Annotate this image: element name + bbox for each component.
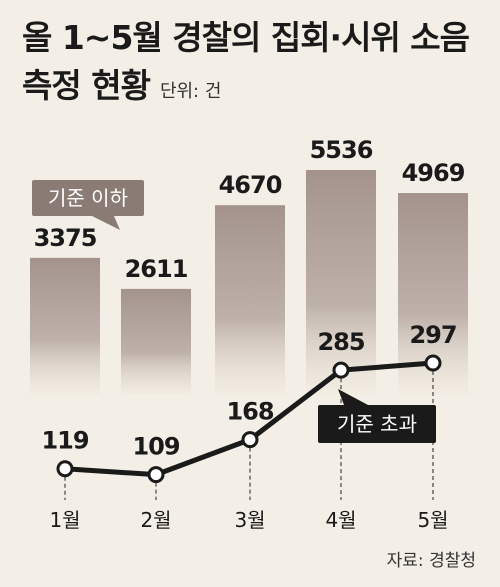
bar-callout-label: 기준 이하	[48, 186, 128, 210]
bar-callout-pointer	[92, 216, 120, 230]
bar	[121, 288, 191, 395]
x-tick-label: 1월	[49, 508, 80, 532]
x-tick-label: 3월	[234, 508, 265, 532]
line-point	[424, 354, 442, 372]
chart-title: 올 1~5월 경찰의 집회·시위 소음 측정 현황 단위: 건	[22, 14, 470, 116]
point-value-label: 297	[409, 321, 456, 349]
source-note: 자료: 경찰청	[386, 551, 476, 571]
point-value-label: 109	[132, 433, 179, 461]
line-point	[241, 431, 259, 449]
bar	[306, 170, 376, 395]
chart-title-line2: 측정 현황 단위: 건	[22, 62, 469, 116]
point-value-label: 285	[317, 328, 364, 356]
point-value-label: 119	[41, 427, 88, 455]
line-point	[147, 466, 165, 484]
bar-value-label: 3375	[34, 224, 97, 252]
bar-value-label: 5536	[310, 136, 373, 164]
bar-value-label: 2611	[125, 255, 188, 283]
line-callout-box	[318, 405, 436, 443]
x-axis-labels: 1월 2월 3월 4월 5월	[49, 508, 448, 532]
line-value-labels: 119 109 168 285 297	[41, 321, 457, 461]
x-tick-label: 5월	[417, 508, 448, 532]
line-callout-label: 기준 초과	[337, 412, 417, 436]
line-point	[332, 361, 350, 379]
line-callout-pointer	[338, 389, 368, 405]
bar-value-label: 4969	[402, 159, 465, 187]
bar-callout-box	[32, 180, 144, 216]
bar-value-label: 4670	[219, 171, 282, 199]
line-series	[56, 354, 442, 484]
x-tick-label: 4월	[325, 508, 356, 532]
bar	[215, 205, 285, 395]
unit-label: 단위: 건	[159, 81, 222, 102]
x-tick-label: 2월	[140, 508, 171, 532]
bar	[30, 257, 100, 395]
chart-title-line1: 올 1~5월 경찰의 집회·시위 소음	[22, 18, 470, 57]
bar-value-labels: 3375 2611 4670 5536 4969	[34, 136, 466, 283]
point-value-label: 168	[226, 398, 273, 426]
chart-title-line2-text: 측정 현황	[22, 66, 151, 105]
line-point	[56, 460, 74, 478]
